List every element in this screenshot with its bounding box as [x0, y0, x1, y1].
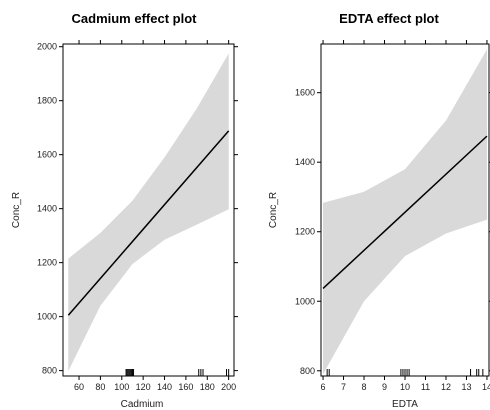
edta-y-axis-title: Conc_R: [268, 192, 279, 228]
edta-x-tick-label: 8: [362, 382, 367, 392]
cadmium-x-tick-label: 80: [95, 382, 105, 392]
cadmium-y-tick-label: 1800: [37, 96, 57, 106]
cadmium-y-tick-label: 1400: [37, 204, 57, 214]
edta-x-axis-title: EDTA: [392, 399, 418, 410]
edta-x-tick-label: 12: [441, 382, 451, 392]
edta-x-tick-label: 7: [341, 382, 346, 392]
cadmium-y-axis-title: Conc_R: [11, 192, 22, 228]
edta-x-tick-label: 10: [400, 382, 410, 392]
cadmium-x-tick-label: 60: [74, 382, 84, 392]
cadmium-plot-title: Cadmium effect plot: [72, 11, 198, 26]
cadmium-x-tick-label: 160: [178, 382, 193, 392]
edta-effect-panel: EDTA effect plot 6 7 8 9 10 11 12 13 14 800 1000 1…: [268, 11, 490, 410]
edta-x-tick-label: 13: [461, 382, 471, 392]
cadmium-x-axis-title: Cadmium: [121, 399, 164, 410]
edta-y-tick-label: 1600: [295, 88, 315, 98]
edta-x-tick-label: 6: [321, 382, 326, 392]
cadmium-x-tick-label: 200: [221, 382, 236, 392]
cadmium-y-tick-label: 800: [42, 366, 57, 376]
edta-y-tick-label: 1400: [295, 157, 315, 167]
edta-y-tick-label: 1200: [295, 227, 315, 237]
edta-fit-line: [322, 135, 488, 289]
cadmium-x-tick-label: 120: [136, 382, 151, 392]
edta-y-tick-label: 1000: [295, 296, 315, 306]
edta-x-tick-label: 14: [482, 382, 490, 392]
cadmium-x-tick-label: 180: [200, 382, 215, 392]
cadmium-fit-line: [67, 130, 230, 316]
edta-x-tick-label: 11: [421, 382, 430, 392]
cadmium-x-tick-label: 100: [114, 382, 129, 392]
cadmium-plot-frame: [62, 43, 235, 377]
edta-x-tick-label: 9: [382, 382, 387, 392]
cadmium-y-tick-label: 1600: [37, 150, 57, 160]
cadmium-y-tick-label: 1000: [37, 312, 57, 322]
edta-y-tick-label: 800: [300, 366, 315, 376]
cadmium-confidence-band: [68, 53, 229, 372]
cadmium-effect-panel: Cadmium effect plot 60 80 100 120 140 160 180 2…: [11, 11, 238, 410]
cadmium-x-tick-label: 140: [157, 382, 172, 392]
edta-plot-title: EDTA effect plot: [339, 11, 439, 26]
cadmium-y-tick-label: 2000: [37, 42, 57, 52]
cadmium-y-tick-label: 1200: [37, 258, 57, 268]
